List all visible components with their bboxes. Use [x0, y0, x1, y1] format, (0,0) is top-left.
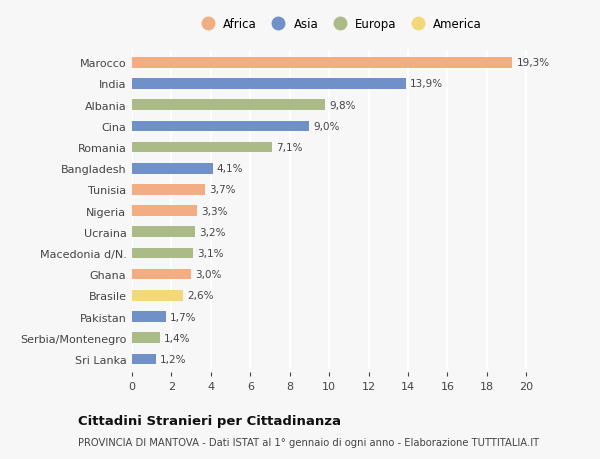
Text: 3,1%: 3,1%	[197, 248, 224, 258]
Text: 7,1%: 7,1%	[276, 143, 302, 153]
Text: 13,9%: 13,9%	[410, 79, 443, 90]
Text: 1,2%: 1,2%	[160, 354, 186, 364]
Text: Cittadini Stranieri per Cittadinanza: Cittadini Stranieri per Cittadinanza	[78, 414, 341, 428]
Bar	[132, 291, 183, 301]
Bar	[132, 333, 160, 343]
Bar	[132, 142, 272, 153]
Bar	[132, 269, 191, 280]
Text: 2,6%: 2,6%	[187, 291, 214, 301]
Text: 3,7%: 3,7%	[209, 185, 235, 195]
Text: 3,0%: 3,0%	[195, 269, 221, 280]
Bar	[132, 185, 205, 195]
Legend: Africa, Asia, Europa, America: Africa, Asia, Europa, America	[196, 18, 482, 31]
Bar	[132, 206, 197, 217]
Text: 9,0%: 9,0%	[313, 122, 340, 132]
Text: 1,7%: 1,7%	[169, 312, 196, 322]
Text: 3,3%: 3,3%	[201, 206, 227, 216]
Text: 19,3%: 19,3%	[517, 58, 550, 68]
Text: 9,8%: 9,8%	[329, 101, 356, 111]
Text: PROVINCIA DI MANTOVA - Dati ISTAT al 1° gennaio di ogni anno - Elaborazione TUTT: PROVINCIA DI MANTOVA - Dati ISTAT al 1° …	[78, 437, 539, 447]
Bar	[132, 227, 195, 238]
Bar	[132, 58, 512, 68]
Bar	[132, 354, 155, 364]
Text: 1,4%: 1,4%	[164, 333, 190, 343]
Text: 4,1%: 4,1%	[217, 164, 243, 174]
Bar	[132, 163, 213, 174]
Bar	[132, 248, 193, 259]
Bar	[132, 100, 325, 111]
Bar	[132, 121, 310, 132]
Bar	[132, 79, 406, 90]
Bar	[132, 312, 166, 322]
Text: 3,2%: 3,2%	[199, 227, 226, 237]
